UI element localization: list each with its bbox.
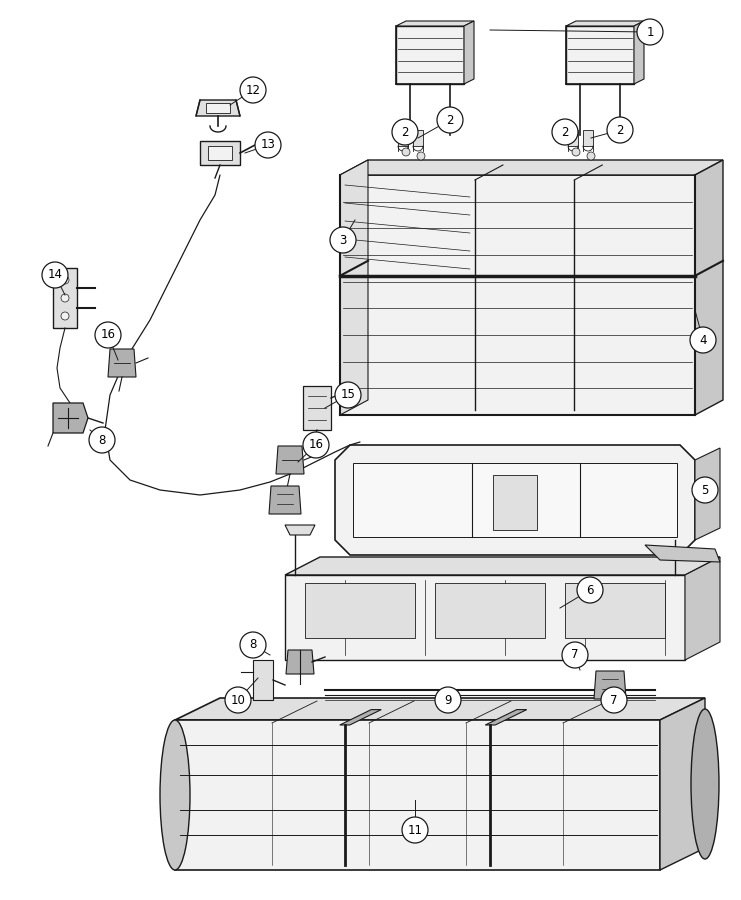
Circle shape [61,276,69,284]
Polygon shape [206,103,230,113]
Polygon shape [464,21,474,84]
Text: 6: 6 [586,583,594,597]
Circle shape [392,119,418,145]
Text: 3: 3 [339,233,347,247]
Circle shape [690,327,716,353]
Polygon shape [340,175,695,415]
Circle shape [61,312,69,320]
Polygon shape [340,709,382,725]
Polygon shape [340,160,368,415]
Text: 2: 2 [401,125,409,139]
Text: 8: 8 [249,638,256,652]
Polygon shape [568,130,578,146]
Polygon shape [485,709,527,725]
Text: 2: 2 [617,123,624,137]
Text: 11: 11 [408,824,422,836]
Polygon shape [200,141,240,165]
Polygon shape [695,160,723,415]
Polygon shape [208,146,232,160]
Circle shape [572,148,580,156]
Polygon shape [53,403,88,433]
Circle shape [435,687,461,713]
Polygon shape [53,268,77,328]
Polygon shape [396,21,474,26]
Circle shape [417,152,425,160]
Polygon shape [566,21,644,26]
Polygon shape [353,463,677,537]
Circle shape [587,152,595,160]
Text: 7: 7 [571,649,579,662]
Text: 9: 9 [445,694,452,706]
Polygon shape [685,557,720,660]
Text: 8: 8 [99,434,106,446]
Circle shape [607,117,633,143]
Polygon shape [108,349,136,377]
Polygon shape [435,583,545,638]
Polygon shape [196,100,240,116]
Circle shape [240,77,266,103]
Circle shape [637,19,663,45]
Circle shape [240,632,266,658]
Text: 16: 16 [101,328,116,341]
Text: 16: 16 [308,438,324,452]
Circle shape [330,227,356,253]
Polygon shape [276,446,304,474]
Text: 10: 10 [230,694,245,706]
Polygon shape [634,21,644,84]
Text: 7: 7 [611,694,618,706]
Polygon shape [398,130,408,146]
Polygon shape [340,160,723,175]
Polygon shape [594,671,626,699]
Circle shape [95,322,121,348]
Polygon shape [565,583,665,638]
Text: 13: 13 [261,139,276,151]
Polygon shape [253,660,273,700]
Polygon shape [285,557,720,575]
Circle shape [402,817,428,843]
Polygon shape [286,650,314,674]
Circle shape [402,148,410,156]
Polygon shape [494,475,536,530]
Polygon shape [269,486,301,514]
Polygon shape [566,26,634,84]
Circle shape [89,427,115,453]
Text: 1: 1 [646,25,654,39]
Polygon shape [175,698,705,720]
Circle shape [255,132,281,158]
Polygon shape [305,583,415,638]
Circle shape [225,687,251,713]
Polygon shape [645,545,720,562]
Polygon shape [303,386,331,430]
Circle shape [577,577,603,603]
Circle shape [562,642,588,668]
Text: 2: 2 [561,125,569,139]
Polygon shape [285,525,315,535]
Circle shape [692,477,718,503]
Circle shape [42,262,68,288]
Polygon shape [413,130,423,146]
Circle shape [437,107,463,133]
Polygon shape [583,130,593,146]
Circle shape [552,119,578,145]
Ellipse shape [160,720,190,870]
Text: 2: 2 [446,113,453,127]
Text: 14: 14 [47,268,62,282]
Text: 15: 15 [341,389,356,401]
Text: 5: 5 [701,483,708,497]
Circle shape [601,687,627,713]
Polygon shape [695,448,720,540]
Polygon shape [396,26,464,84]
Polygon shape [285,575,685,660]
Polygon shape [335,445,695,555]
Text: 4: 4 [700,334,707,346]
Polygon shape [660,698,705,870]
Ellipse shape [691,709,719,859]
Circle shape [61,294,69,302]
Polygon shape [175,720,660,870]
Circle shape [335,382,361,408]
Circle shape [303,432,329,458]
Text: 12: 12 [245,84,261,96]
